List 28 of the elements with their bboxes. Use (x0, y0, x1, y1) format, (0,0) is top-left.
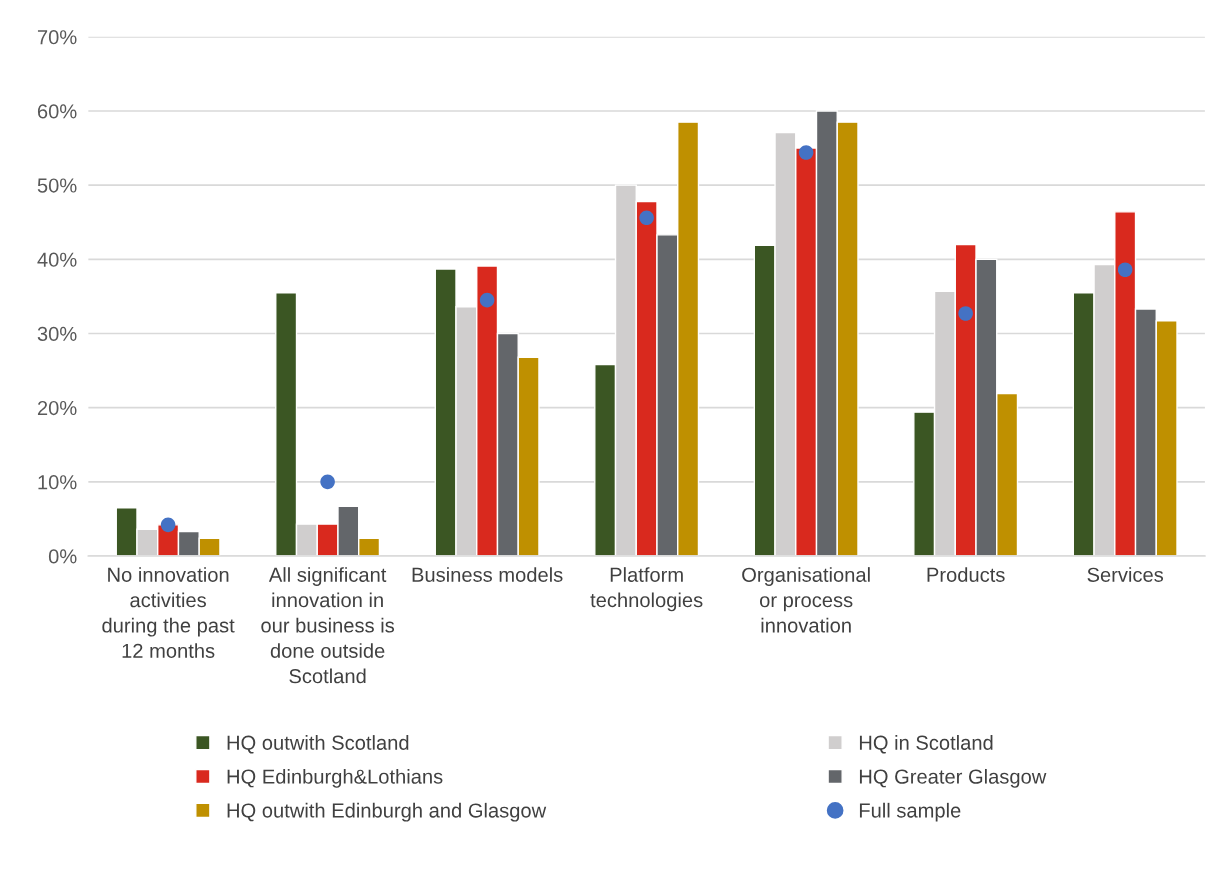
x-tick-label: All significant innovation in our business is done outside Scotland (261, 567, 395, 684)
y-tick-label: 10% (38, 475, 77, 490)
y-tick-label: 0% (48, 549, 77, 564)
x-tick-label: Platform technologies (590, 567, 703, 612)
point (1117, 262, 1133, 278)
point (798, 145, 814, 160)
x-tick-label: No innovation activities during the past 12 months (102, 567, 235, 658)
y-tick-label: 30% (37, 326, 77, 342)
y-tick-label: 50% (37, 178, 77, 193)
x-tick-label: Services (1087, 567, 1164, 582)
point (639, 210, 654, 226)
point (320, 474, 335, 490)
legend-label: HQ outwith Scotland (227, 735, 409, 754)
legend-label: HQ Greater Glasgow (859, 768, 1047, 788)
x-tick-label: Business models (412, 567, 563, 582)
legend-label: HQ outwith Edinburgh and Glasgow (227, 802, 547, 822)
y-tick-label: 60% (37, 104, 77, 119)
x-tick-label: Products (927, 567, 1005, 582)
y-tick-label: 40% (37, 252, 77, 267)
legend-label: HQ Edinburgh&Lothians (227, 768, 443, 788)
point (958, 306, 973, 321)
legend-label: Full sample (859, 802, 961, 822)
point (479, 292, 495, 308)
y-tick-label: 70% (37, 30, 77, 45)
legend-label: HQ in Scotland (859, 735, 993, 754)
y-tick-label: 20% (37, 400, 77, 416)
x-tick-label: Organisational or process innovation (742, 567, 870, 633)
point (160, 517, 176, 533)
